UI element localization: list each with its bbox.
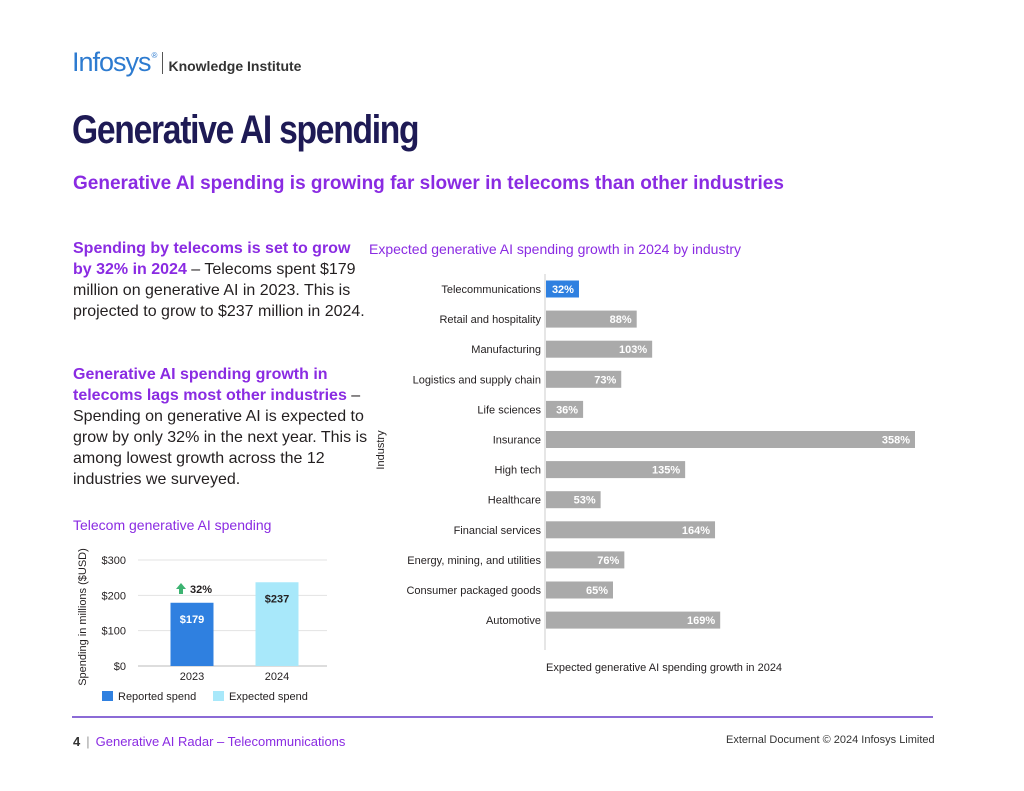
- logo-registered-mark: ®: [151, 51, 158, 60]
- telecom-spending-chart: $0 $100 $200 $300 $179 $237 2023 2024 Spendin…: [77, 548, 327, 703]
- industry-growth-chart-title: Expected generative AI spending growth i…: [369, 241, 742, 257]
- data-label: 73%: [594, 374, 616, 386]
- data-label: 88%: [610, 314, 632, 326]
- logo-wordmark: Infosys: [72, 47, 152, 77]
- growth-annotation: 32%: [176, 583, 212, 596]
- y-axis-label: Industry: [375, 430, 387, 470]
- bar-retail-and-hospitality: [546, 310, 637, 328]
- bar-high-tech: [546, 461, 686, 479]
- logo-subtitle: Knowledge Institute: [168, 58, 302, 74]
- bar-logistics-and-supply-chain: [546, 370, 622, 388]
- bar-energy-mining-and-utilities: [546, 551, 625, 569]
- category-label: Automotive: [486, 615, 541, 627]
- category-label: Insurance: [493, 435, 541, 447]
- footer-divider: [72, 716, 933, 718]
- page-subtitle: Generative AI spending is growing far sl…: [73, 173, 784, 194]
- paragraph-telecom-growth: Spending by telecoms is set to grow by 3…: [73, 238, 373, 322]
- paragraph-body: – Spending on generative AI is expected …: [73, 387, 368, 488]
- page-number: 4: [73, 734, 81, 749]
- data-label: $237: [265, 593, 289, 605]
- y-tick-label: $300: [102, 555, 126, 567]
- bar-insurance: [546, 431, 915, 448]
- data-label: 135%: [652, 465, 680, 477]
- bar-healthcare: [546, 491, 601, 509]
- footer-rights: External Document © 2024 Infosys Limited: [726, 734, 935, 746]
- brand-logo: Infosys ® Knowledge Institute: [72, 44, 301, 76]
- y-axis-label: Spending in millions ($USD): [77, 548, 89, 686]
- x-tick-label: 2023: [180, 671, 204, 683]
- telecom-spending-chart-title: Telecom generative AI spending: [73, 517, 272, 533]
- data-label: 65%: [586, 585, 608, 597]
- logo-divider: [162, 52, 164, 74]
- y-tick-label: $0: [114, 661, 126, 673]
- document-name: Generative AI Radar – Telecommunications: [95, 734, 346, 749]
- category-label: Logistics and supply chain: [413, 374, 541, 386]
- category-label: High tech: [495, 465, 541, 477]
- data-label: 164%: [682, 525, 710, 537]
- legend-swatch-expected: [213, 691, 224, 701]
- bar-telecommunications: [546, 280, 579, 298]
- y-tick-label: $200: [102, 590, 126, 602]
- industry-growth-chart: Telecommunications 32% Retail and hospital…: [375, 274, 915, 674]
- y-tick-label: $100: [102, 626, 126, 638]
- paragraph-highlight: Generative AI spending growth in telecom…: [73, 366, 347, 404]
- category-label: Manufacturing: [471, 344, 541, 356]
- data-label: 103%: [619, 344, 647, 356]
- data-label: 53%: [574, 495, 596, 507]
- data-label: 169%: [687, 615, 715, 627]
- page-title: Generative AI spending: [72, 108, 420, 152]
- footer-left: 4 | Generative AI Radar – Telecommunicatio…: [73, 734, 345, 749]
- data-label: $179: [180, 614, 204, 626]
- bar-automotive: [546, 611, 721, 629]
- legend-label-expected: Expected spend: [229, 691, 308, 703]
- data-label: 36%: [556, 404, 578, 416]
- data-label: 76%: [597, 555, 619, 567]
- legend-swatch-reported: [102, 691, 113, 701]
- bar-financial-services: [546, 521, 716, 539]
- growth-annotation-label: 32%: [190, 584, 212, 596]
- paragraph-highlight: Spending by telecoms is set to grow by 3…: [73, 240, 351, 278]
- category-label: Energy, mining, and utilities: [407, 555, 541, 567]
- up-arrow-icon: [176, 583, 186, 594]
- bar-2023: [170, 602, 214, 666]
- legend-label-reported: Reported spend: [118, 691, 196, 703]
- category-label: Life sciences: [477, 404, 541, 416]
- category-label: Healthcare: [488, 495, 541, 507]
- paragraph-telecom-lags: Generative AI spending growth in telecom…: [73, 364, 373, 490]
- bar-life-sciences: [546, 400, 584, 418]
- category-label: Retail and hospitality: [439, 314, 541, 326]
- category-label: Financial services: [454, 525, 542, 537]
- x-tick-label: 2024: [265, 671, 289, 683]
- paragraph-body: – Telecoms spent $179 million on generat…: [73, 261, 365, 320]
- data-label: 358%: [882, 435, 910, 447]
- data-label: 32%: [552, 284, 574, 296]
- x-axis-label: Expected generative AI spending growth i…: [546, 662, 782, 674]
- footer-separator: |: [86, 734, 90, 749]
- bar-consumer-packaged-goods: [546, 581, 613, 599]
- category-label: Consumer packaged goods: [406, 585, 541, 597]
- bar-manufacturing: [546, 340, 653, 358]
- bar-2024: [255, 582, 299, 666]
- category-label: Telecommunications: [441, 284, 541, 296]
